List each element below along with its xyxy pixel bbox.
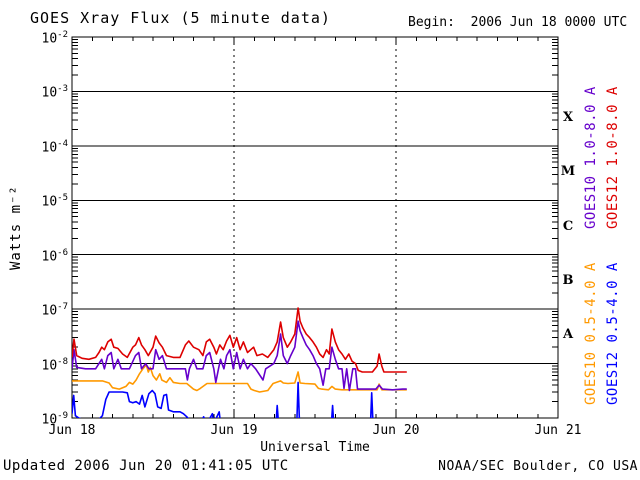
y-tick-label: 10-4 (41, 139, 69, 156)
plot-frame (71, 36, 559, 419)
y-tick-label: 10-9 (41, 411, 69, 428)
x-tick-label: Jun 19 (210, 423, 258, 438)
series-goes12-0-5-4-0-a (72, 381, 374, 418)
flux-class-a: A (562, 327, 574, 342)
legend-goes12-0-5-4-0-a: GOES12 0.5-4.0 A (605, 262, 621, 405)
chart-title: GOES Xray Flux (5 minute data) (30, 9, 331, 27)
x-tick-label: Jun 20 (372, 423, 420, 438)
y-tick-label: 10-2 (41, 30, 69, 47)
begin-timestamp: Begin: 2006 Jun 18 0000 UTC (408, 15, 628, 30)
org-credit: NOAA/SEC Boulder, CO USA (438, 459, 638, 474)
series-goes10-0-5-4-0-a (72, 363, 407, 393)
flux-class-x: X (562, 110, 574, 125)
legend-goes10-0-5-4-0-a: GOES10 0.5-4.0 A (583, 262, 599, 405)
series-goes10-1-0-8-0-a (72, 320, 407, 392)
x-tick-label: Jun 21 (534, 423, 582, 438)
flux-class-b: B (562, 273, 574, 288)
series-goes12-1-0-8-0-a (72, 307, 407, 373)
y-tick-label: 10-8 (41, 357, 69, 374)
y-tick-label: 10-7 (41, 302, 69, 319)
flux-class-c: C (562, 219, 574, 234)
x-axis-title: Universal Time (260, 440, 370, 455)
flux-class-m: M (560, 164, 576, 179)
y-tick-label: 10-6 (41, 248, 69, 265)
legend-goes10-1-0-8-0-a: GOES10 1.0-8.0 A (583, 86, 599, 229)
legend-goes12-1-0-8-0-a: GOES12 1.0-8.0 A (605, 86, 621, 229)
x-tick-label: Jun 18 (48, 423, 96, 438)
y-tick-label: 10-5 (41, 193, 69, 210)
updated-timestamp: Updated 2006 Jun 20 01:41:05 UTC (3, 458, 289, 474)
y-tick-label: 10-3 (41, 84, 69, 101)
